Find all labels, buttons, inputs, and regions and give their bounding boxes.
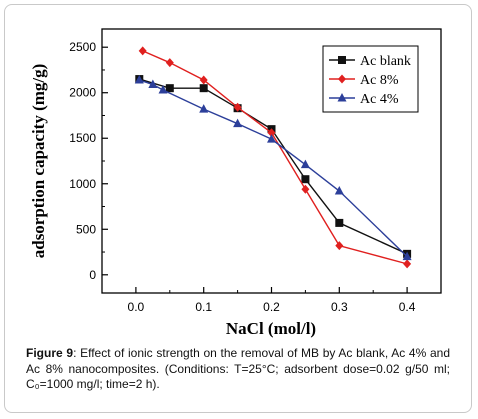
data-point	[148, 79, 158, 89]
x-tick-label: 0.3	[331, 300, 348, 314]
axes: 0.0 0.1 0.2 0.3 0.4 0 500 1000 1500 2000 2500	[69, 40, 415, 314]
x-axis-label: NaCl (mol/l)	[226, 319, 316, 338]
caption-text: : Effect of ionic strength on the remova…	[26, 346, 450, 391]
data-point	[199, 75, 208, 85]
series-line	[139, 78, 408, 255]
series-layer	[134, 46, 412, 269]
legend-marker	[338, 56, 346, 64]
legend-label: Ac blank	[360, 54, 411, 69]
data-point	[301, 175, 310, 184]
y-tick-label: 2500	[69, 40, 96, 54]
legend-marker	[337, 93, 347, 102]
series-line	[142, 50, 408, 265]
data-point	[134, 74, 144, 84]
data-point	[199, 104, 209, 113]
data-point	[158, 84, 168, 94]
data-point	[233, 102, 242, 112]
series-ac-8-	[138, 46, 412, 269]
data-point	[165, 84, 174, 93]
data-point	[233, 118, 243, 128]
y-axis-label: adsorption capacity (mg/g)	[29, 64, 48, 259]
data-point	[335, 218, 344, 227]
data-point	[301, 184, 310, 194]
data-point	[267, 128, 276, 138]
y-tick-label: 0	[89, 268, 96, 282]
x-tick-label: 0.2	[263, 300, 280, 314]
data-point	[402, 251, 412, 261]
x-tick-label: 0.4	[399, 300, 416, 314]
data-point	[403, 259, 412, 269]
data-point	[335, 241, 344, 251]
x-tick-label: 0.1	[195, 300, 212, 314]
legend-label: Ac 4%	[360, 92, 399, 107]
caption-figure-label: Figure 9	[26, 346, 74, 360]
legend: Ac blank Ac 8% Ac 4%	[322, 45, 419, 113]
y-tick-label: 2000	[69, 86, 96, 100]
series-ac-4-	[134, 74, 412, 261]
y-tick-label: 1500	[69, 131, 96, 145]
legend-label: Ac 8%	[360, 73, 399, 88]
y-tick-label: 1000	[69, 177, 96, 191]
data-point	[165, 58, 174, 68]
x-tick-label: 0.0	[128, 300, 145, 314]
data-point	[199, 84, 208, 93]
chart: 0.0 0.1 0.2 0.3 0.4 0 500 1000 1500 2000 2500 Ac b…	[29, 28, 442, 338]
y-tick-label: 500	[76, 222, 96, 236]
legend-marker	[338, 74, 346, 84]
data-point	[334, 186, 344, 195]
data-point	[267, 134, 276, 143]
data-point	[300, 159, 310, 169]
figure-caption: Figure 9: Effect of ionic strength on th…	[26, 346, 450, 393]
data-point	[138, 46, 147, 56]
